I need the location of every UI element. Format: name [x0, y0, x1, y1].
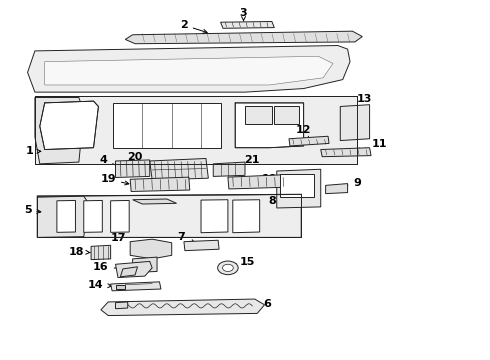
Text: 3: 3	[240, 8, 247, 21]
Polygon shape	[57, 201, 75, 232]
Polygon shape	[101, 299, 265, 316]
Text: 11: 11	[356, 139, 387, 152]
Polygon shape	[321, 148, 371, 157]
Text: 10: 10	[258, 174, 277, 184]
Polygon shape	[111, 282, 161, 291]
Text: 2: 2	[180, 20, 207, 33]
Bar	[274, 107, 299, 125]
Bar	[116, 285, 125, 289]
Polygon shape	[130, 177, 190, 192]
Polygon shape	[220, 22, 274, 28]
Text: 18: 18	[69, 247, 90, 257]
Ellipse shape	[218, 261, 238, 275]
Text: 15: 15	[233, 257, 255, 267]
Polygon shape	[35, 96, 357, 164]
Ellipse shape	[222, 264, 233, 271]
Polygon shape	[27, 45, 350, 92]
Polygon shape	[113, 103, 220, 148]
Polygon shape	[37, 196, 89, 237]
Text: 8: 8	[268, 191, 291, 206]
Polygon shape	[91, 245, 111, 260]
Text: 14: 14	[88, 280, 112, 290]
Text: 12: 12	[296, 125, 311, 141]
Polygon shape	[235, 103, 304, 148]
Text: 1: 1	[26, 146, 41, 156]
Polygon shape	[213, 162, 245, 176]
Polygon shape	[289, 136, 329, 146]
Bar	[280, 174, 315, 197]
Text: 9: 9	[341, 178, 361, 188]
Text: 21: 21	[239, 155, 260, 167]
Polygon shape	[201, 200, 228, 233]
Polygon shape	[133, 199, 176, 204]
Text: 7: 7	[177, 232, 195, 243]
Polygon shape	[130, 239, 172, 259]
Polygon shape	[37, 194, 301, 237]
Polygon shape	[133, 257, 157, 273]
Polygon shape	[150, 158, 208, 180]
Bar	[245, 107, 272, 125]
Text: 20: 20	[127, 152, 166, 168]
Text: 19: 19	[100, 174, 129, 185]
Text: 4: 4	[99, 155, 122, 168]
Text: 5: 5	[24, 206, 41, 216]
Polygon shape	[116, 261, 152, 278]
Polygon shape	[277, 169, 321, 208]
Polygon shape	[45, 56, 333, 85]
Polygon shape	[326, 184, 347, 194]
Polygon shape	[125, 31, 362, 44]
Polygon shape	[35, 98, 84, 164]
Polygon shape	[111, 201, 129, 232]
Polygon shape	[116, 160, 150, 177]
Text: 6: 6	[242, 299, 271, 309]
Polygon shape	[184, 240, 219, 251]
Polygon shape	[121, 267, 138, 277]
Text: 13: 13	[357, 94, 372, 116]
Text: 17: 17	[110, 233, 141, 247]
Polygon shape	[228, 175, 288, 189]
Polygon shape	[233, 200, 260, 233]
Polygon shape	[40, 101, 98, 149]
Text: 16: 16	[93, 262, 122, 272]
Polygon shape	[340, 105, 369, 140]
Polygon shape	[84, 201, 102, 232]
Polygon shape	[116, 302, 128, 309]
